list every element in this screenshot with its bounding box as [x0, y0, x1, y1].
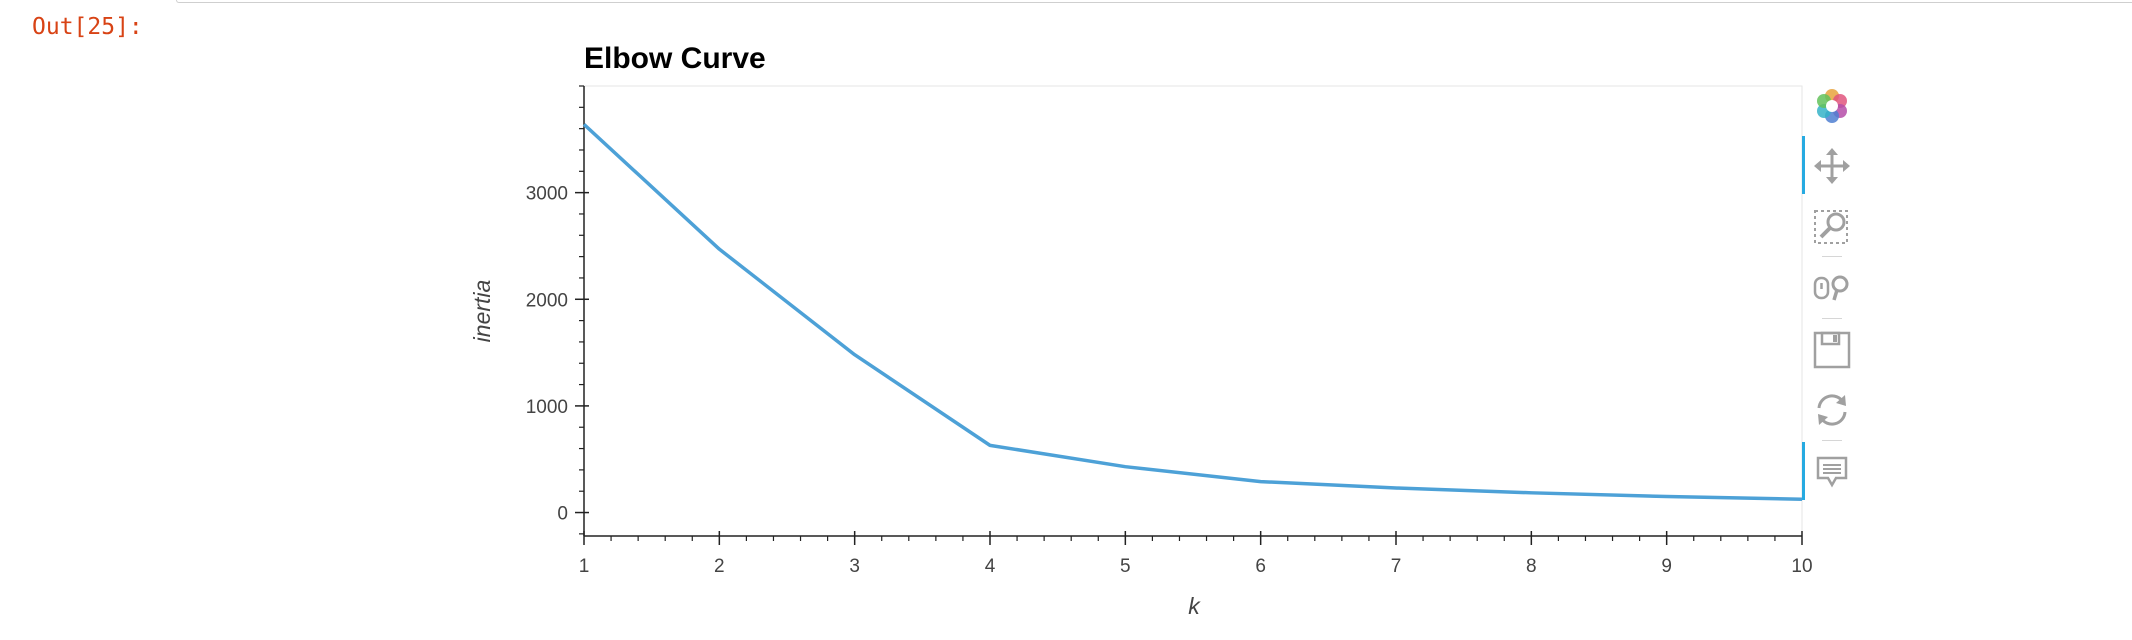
pan-icon[interactable] [1810, 144, 1854, 188]
save-icon[interactable] [1810, 328, 1854, 372]
x-tick-label: 6 [1255, 556, 1266, 577]
hover-active-indicator [1802, 442, 1805, 500]
x-tick-label: 8 [1526, 556, 1537, 577]
y-tick-label: 1000 [526, 397, 568, 418]
x-tick-label: 7 [1391, 556, 1402, 577]
y-tick-label: 3000 [526, 184, 568, 205]
chart-title: Elbow Curve [584, 42, 766, 75]
toolbar-separator [1822, 440, 1842, 441]
y-axis: 0 1000 2000 3000 [526, 85, 589, 536]
reset-icon[interactable] [1810, 388, 1854, 432]
x-tick-label: 2 [714, 556, 725, 577]
output-prompt: Out[25]: [32, 14, 143, 40]
plot-toolbar [1800, 80, 1864, 500]
box-zoom-icon[interactable] [1810, 204, 1854, 248]
series-line [582, 123, 1803, 501]
toolbar-separator [1822, 318, 1842, 319]
x-axis-label: k [1188, 593, 1201, 619]
y-tick-label: 0 [557, 504, 568, 525]
wheel-zoom-icon[interactable] [1810, 266, 1854, 310]
x-tick-label: 4 [985, 556, 996, 577]
y-tick-label: 2000 [526, 290, 568, 311]
x-tick-label: 1 [579, 556, 590, 577]
x-tick-label: 9 [1661, 556, 1672, 577]
hover-icon[interactable] [1810, 450, 1854, 494]
y-axis-label: inertia [469, 280, 495, 343]
toolbar-separator [1822, 256, 1842, 257]
x-tick-label: 10 [1791, 556, 1812, 577]
bokeh-logo-icon[interactable] [1810, 84, 1854, 128]
pan-active-indicator [1802, 136, 1805, 194]
plot-frame [583, 85, 1803, 537]
x-tick-label: 3 [849, 556, 860, 577]
x-axis: 1 2 3 4 5 6 7 8 9 10 [579, 531, 1813, 577]
series-layer [582, 123, 1803, 501]
x-tick-label: 5 [1120, 556, 1131, 577]
previous-cell-edge [176, 0, 2132, 3]
